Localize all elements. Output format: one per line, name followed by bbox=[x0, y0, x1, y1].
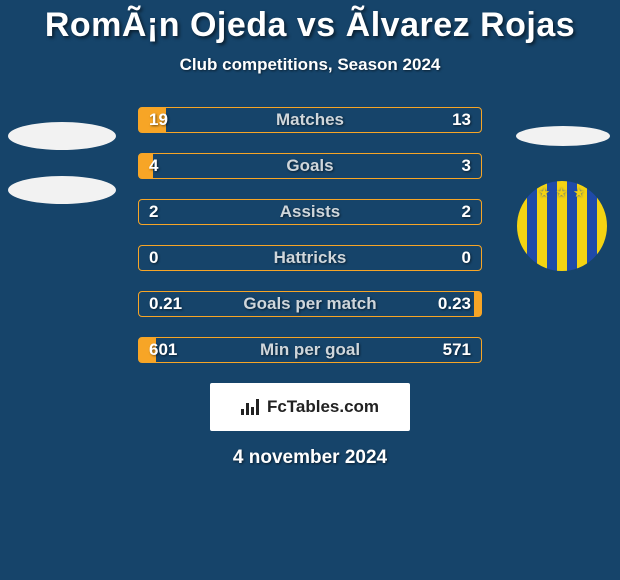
stat-left-value: 0 bbox=[149, 248, 158, 268]
club-placeholder-icon bbox=[8, 176, 116, 204]
stat-left-value: 0.21 bbox=[149, 294, 182, 314]
stat-right-value: 3 bbox=[462, 156, 471, 176]
stat-fill-right bbox=[474, 292, 481, 316]
stat-left-value: 2 bbox=[149, 202, 158, 222]
stat-row: 4 Goals 3 bbox=[138, 153, 482, 179]
comparison-subtitle: Club competitions, Season 2024 bbox=[0, 55, 620, 75]
stat-row: 601 Min per goal 571 bbox=[138, 337, 482, 363]
stat-right-value: 2 bbox=[462, 202, 471, 222]
stats-table: 19 Matches 13 4 Goals 3 2 Assists 2 0 Hattricks 0 0.… bbox=[138, 107, 482, 363]
comparison-title: RomÃ¡n Ojeda vs Ãlvarez Rojas bbox=[0, 0, 620, 45]
stat-row: 0 Hattricks 0 bbox=[138, 245, 482, 271]
stat-label: Assists bbox=[280, 202, 340, 222]
bar-chart-icon bbox=[241, 399, 261, 415]
snapshot-date: 4 november 2024 bbox=[0, 447, 620, 469]
stat-row: 0.21 Goals per match 0.23 bbox=[138, 291, 482, 317]
badge-stars-icon: ★ ★ ★ bbox=[538, 185, 585, 201]
stat-left-value: 601 bbox=[149, 340, 177, 360]
stat-label: Hattricks bbox=[274, 248, 347, 268]
stat-right-value: 0 bbox=[462, 248, 471, 268]
stat-left-value: 4 bbox=[149, 156, 158, 176]
stat-label: Matches bbox=[276, 110, 344, 130]
stat-label: Goals per match bbox=[243, 294, 376, 314]
stat-row: 2 Assists 2 bbox=[138, 199, 482, 225]
fctables-attribution: FcTables.com bbox=[210, 383, 410, 431]
stat-right-value: 0.23 bbox=[438, 294, 471, 314]
avatar-placeholder-icon bbox=[8, 122, 116, 150]
stat-right-value: 571 bbox=[443, 340, 471, 360]
stat-right-value: 13 bbox=[452, 110, 471, 130]
right-player-placeholder bbox=[516, 126, 610, 146]
fctables-label: FcTables.com bbox=[267, 397, 379, 417]
stat-row: 19 Matches 13 bbox=[138, 107, 482, 133]
stat-left-value: 19 bbox=[149, 110, 168, 130]
stat-label: Goals bbox=[286, 156, 333, 176]
club-badge: ★ ★ ★ bbox=[514, 178, 610, 274]
left-player-placeholder bbox=[8, 122, 116, 204]
stat-label: Min per goal bbox=[260, 340, 360, 360]
